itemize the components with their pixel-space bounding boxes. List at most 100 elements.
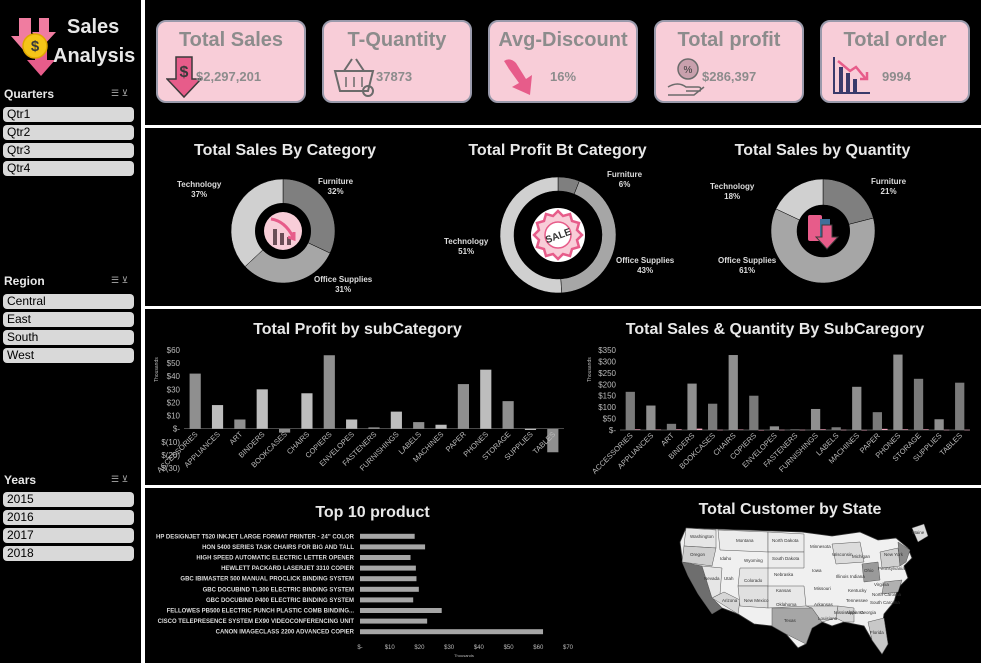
y-tick-label: $250 [598, 369, 616, 378]
bar-machines [435, 424, 447, 429]
state-label: Kentucky [848, 588, 867, 593]
state-label: Ohio [864, 568, 874, 573]
kpi-value: 37873 [376, 69, 413, 84]
pie-label-text: Office Supplies [718, 256, 777, 265]
pie-label-value: 32% [327, 187, 344, 196]
bar-sales-tables [955, 382, 965, 430]
bar-envelopes [346, 419, 358, 429]
bar-chart-top-10-product: HP DESIGNJET T520 INKJET LARGE FORMAT PR… [156, 533, 574, 658]
kpi-title: Total Sales [178, 29, 284, 51]
bar-chart-sales-quantity-by-subcategory: $350$300$250$200$150$100$50$-ThousandsAC… [587, 346, 970, 476]
state-label: Nevada [704, 576, 720, 581]
y-tick-label: $40 [167, 372, 181, 381]
slicer-item-2016[interactable]: 2016 [3, 510, 134, 525]
clear-filter-icon[interactable]: ☰ ⊻ [111, 474, 129, 484]
state-label: Minnesota [810, 544, 831, 549]
product-bar [360, 629, 544, 635]
product-bar [360, 565, 416, 571]
state-label: Washington [690, 534, 714, 539]
state-label: North Dakota [772, 538, 799, 543]
slicer-item-qtr3[interactable]: Qtr3 [3, 143, 134, 158]
pie-label-text: Technology [710, 182, 755, 191]
svg-text:$: $ [31, 38, 40, 55]
slicer-item-qtr2[interactable]: Qtr2 [3, 125, 134, 140]
x-tick-label: $10 [385, 645, 396, 651]
basket-icon [333, 58, 375, 97]
bar-fasteners [368, 427, 380, 429]
state-label: Indiana [850, 574, 865, 579]
slicer-item-2017[interactable]: 2017 [3, 528, 134, 543]
bar-appliances [211, 405, 224, 429]
y-tick-label: $30 [167, 385, 181, 394]
state-label: Tennessee [846, 598, 868, 603]
clear-filter-icon[interactable]: ☰ ⊻ [111, 88, 129, 98]
clear-filter-icon[interactable]: ☰ ⊻ [111, 275, 129, 285]
state-label: Mississippi [834, 610, 856, 615]
x-tick-label: $20 [414, 645, 425, 651]
pie-label-technology: Technology 18% [710, 182, 754, 202]
chart-title-sales-by-category: Total Sales By Category [194, 142, 376, 159]
slicer-item-east[interactable]: East [3, 312, 134, 327]
x-tick-label: $30 [444, 645, 455, 651]
slicer-item-south[interactable]: South [3, 330, 134, 345]
state-label: Louisiana [818, 616, 838, 621]
years-slicer-title: Years [4, 473, 37, 487]
chart-title-top-10-product: Top 10 product [315, 504, 430, 521]
bar-quantity-accessories [634, 429, 641, 430]
kpi-card-total-profit: Total profit % $286,397 [654, 20, 804, 103]
chart-center-disc [255, 203, 311, 259]
bar-sales-chairs [728, 355, 738, 430]
state-label: New Mexico [744, 598, 769, 603]
slicer-item-2015[interactable]: 2015 [3, 492, 134, 507]
bar-quantity-art [676, 429, 682, 430]
y-tick-label: $(10) [161, 438, 180, 447]
bar-sales-envelopes [769, 426, 780, 430]
product-label: GBC DOCUBIND P400 ELECTRIC BINDING SYSTE… [206, 598, 354, 604]
kpi-value: $2,297,201 [196, 69, 262, 84]
chart-title-sales-by-quantity: Total Sales by Quantity [734, 142, 911, 159]
y-tick-label: $- [609, 426, 616, 435]
bar-furnishings [390, 411, 402, 429]
bar-sales-storage [913, 378, 924, 430]
bar-sales-copiers [749, 395, 759, 430]
y-tick-label: $50 [603, 415, 617, 424]
state-label: Georgia [860, 610, 877, 615]
slicer-item-central[interactable]: Central [3, 294, 134, 309]
pie-label-office-supplies: Office Supplies 31% [314, 275, 372, 295]
pie-label-furniture: Furniture 21% [871, 177, 906, 197]
chart-down-icon [264, 212, 302, 250]
y-tick-label: $50 [167, 359, 181, 368]
slicer-item-qtr1[interactable]: Qtr1 [3, 107, 134, 122]
chart-title-sales-quantity-by-subcategory: Total Sales & Quantity By SubCaregory [625, 321, 925, 338]
state-label: Montana [736, 538, 754, 543]
pie-label-text: Technology [177, 180, 222, 189]
product-label: GBC IBIMASTER 500 MANUAL PROCLICK BINDIN… [180, 577, 354, 583]
slicer-item-qtr4[interactable]: Qtr4 [3, 161, 134, 176]
bar-quantity-copiers [758, 429, 765, 431]
chart-down-icon [833, 57, 870, 94]
bar-sales-supplies [934, 419, 944, 430]
state-label: South Carolina [870, 600, 900, 605]
section-divider [145, 306, 981, 309]
pie-label-technology: Technology 37% [177, 180, 221, 200]
bar-quantity-fasteners [799, 429, 806, 431]
state-label: Iowa [812, 568, 822, 573]
y-tick-label: $20 [167, 398, 181, 407]
state-label: Utah [724, 576, 734, 581]
section-divider [145, 485, 981, 488]
product-label: GBC DOCUBIND TL300 ELECTRIC BINDING SYST… [203, 587, 354, 593]
pie-label-office-supplies: Office Supplies 43% [616, 256, 674, 276]
bar-labels [413, 422, 425, 429]
arrow-down-icon [504, 59, 532, 95]
sidebar: $ Sales Analysis Quarters ☰ ⊻ Qtr1 Qtr2 … [0, 0, 141, 663]
slicer-item-west[interactable]: West [3, 348, 134, 363]
state-label: Missouri [814, 586, 831, 591]
product-label: HP DESIGNJET T520 INKJET LARGE FORMAT PR… [156, 534, 355, 540]
slicer-item-2018[interactable]: 2018 [3, 546, 134, 561]
bar-chart-profit-by-subcategory: $60 $50 $40 $30 $20 $10 $- $(10) $(20) $(30) Thous… [154, 346, 564, 474]
pie-label-value: 6% [618, 180, 631, 189]
x-tick-label: $70 [563, 645, 574, 651]
product-bar [360, 586, 419, 592]
kpi-value: 9994 [882, 69, 911, 84]
kpi-card-total-order: Total order 9994 [820, 20, 970, 103]
